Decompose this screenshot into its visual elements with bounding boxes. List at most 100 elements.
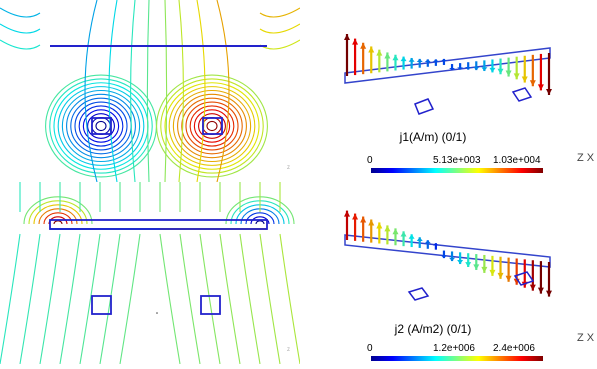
current-arrowhead bbox=[360, 42, 367, 49]
lower-plate bbox=[49, 219, 268, 230]
field-line-edge bbox=[259, 39, 301, 50]
edge-contour-left bbox=[43, 212, 73, 225]
current-arrowhead bbox=[392, 54, 399, 61]
vertical-field-line bbox=[59, 233, 81, 365]
j2-axis-triad: Z X bbox=[577, 332, 595, 344]
contour-line-left bbox=[95, 120, 107, 132]
current-arrowhead bbox=[344, 34, 350, 40]
current-arrowhead bbox=[408, 57, 415, 62]
field-line bbox=[196, 0, 206, 183]
edge-contour-left bbox=[28, 200, 88, 225]
edge-contour-left bbox=[23, 196, 93, 225]
current-arrowhead bbox=[457, 67, 464, 70]
contour-line-left bbox=[57, 86, 145, 166]
j2-colorbar bbox=[371, 356, 543, 361]
j2-colorbar-min: 0 bbox=[367, 343, 373, 354]
current-arrowhead bbox=[497, 68, 504, 75]
contour-line-right bbox=[202, 116, 222, 136]
vertical-field-line bbox=[219, 233, 241, 365]
contour-line-right bbox=[198, 113, 226, 139]
vertical-field-line bbox=[199, 233, 221, 365]
current-arrowhead bbox=[473, 264, 480, 270]
current-arrowhead bbox=[384, 225, 391, 232]
contour-line-right bbox=[164, 82, 260, 170]
field-line bbox=[164, 0, 168, 183]
j1-arrow-field bbox=[344, 34, 552, 95]
contour-line-left bbox=[53, 82, 149, 170]
j1-colorbar bbox=[371, 168, 543, 173]
field-line bbox=[130, 0, 136, 183]
current-arrowhead bbox=[505, 275, 512, 282]
current-arrowhead bbox=[400, 231, 407, 237]
current-arrowhead bbox=[489, 269, 496, 276]
field-line bbox=[216, 0, 230, 183]
vertical-field-line bbox=[259, 233, 281, 365]
contour-line-right bbox=[168, 86, 256, 166]
current-arrowhead bbox=[529, 284, 536, 291]
field-line-edge bbox=[0, 23, 41, 34]
field-contour-plot-bottom: z bbox=[0, 182, 301, 365]
current-arrowhead bbox=[481, 266, 488, 273]
left-conductor-square-bottom bbox=[91, 295, 112, 315]
contour-line-right bbox=[181, 97, 243, 155]
contour-line-right bbox=[185, 101, 239, 151]
current-arrowhead bbox=[465, 67, 472, 70]
contour-line-right bbox=[160, 78, 264, 174]
left-conductor-square bbox=[91, 117, 112, 135]
contour-line-left bbox=[91, 116, 111, 136]
vertical-field-line bbox=[19, 233, 41, 365]
j1-left-coil bbox=[414, 98, 435, 115]
current-arrowhead bbox=[521, 76, 528, 83]
current-arrowhead bbox=[416, 237, 423, 241]
field-line-edge bbox=[259, 23, 301, 34]
field-line-edge bbox=[0, 39, 41, 50]
vertical-field-line bbox=[0, 233, 21, 365]
current-arrowhead bbox=[440, 58, 447, 62]
contour-line-right bbox=[206, 120, 218, 132]
current-arrowhead bbox=[440, 255, 447, 259]
j2-colorbar-mid: 1.2e+006 bbox=[433, 343, 475, 354]
j1-vector-view: j1(A/m) (0/1) 0 5.13e+003 1.03e+004 Z X bbox=[325, 0, 597, 182]
field-line bbox=[84, 0, 98, 183]
current-arrowhead bbox=[537, 287, 544, 294]
axis-glyph-bottom-left: z bbox=[287, 347, 290, 353]
right-conductor-square bbox=[202, 117, 223, 135]
contour-line-left bbox=[70, 97, 132, 155]
contour-line-left bbox=[87, 113, 115, 139]
current-arrowhead bbox=[505, 70, 512, 77]
current-arrowhead bbox=[457, 259, 464, 265]
edge-contour-right bbox=[245, 212, 275, 225]
vertical-field-line bbox=[119, 233, 141, 365]
current-arrowhead bbox=[465, 262, 472, 267]
field-line-edge bbox=[0, 7, 41, 18]
center-dot bbox=[156, 312, 158, 314]
current-arrowhead bbox=[376, 49, 383, 56]
contour-line-left bbox=[82, 109, 120, 143]
current-arrowhead bbox=[497, 272, 504, 279]
current-arrowhead bbox=[376, 222, 383, 229]
edge-contour-right bbox=[250, 216, 270, 225]
current-arrowhead bbox=[546, 89, 552, 95]
contour-line-right bbox=[172, 89, 252, 163]
j2-right-coil bbox=[513, 271, 535, 286]
edge-contour-left bbox=[53, 220, 63, 225]
current-arrowhead bbox=[352, 38, 359, 45]
contour-line-left bbox=[78, 105, 124, 147]
j1-colorbar-min: 0 bbox=[367, 155, 373, 166]
j1-colorbar-mid: 5.13e+003 bbox=[433, 155, 481, 166]
edge-contour-left bbox=[38, 208, 78, 225]
current-arrowhead bbox=[537, 84, 544, 91]
contour-line-left bbox=[74, 101, 128, 151]
edge-contour-right bbox=[255, 220, 265, 225]
j1-axis-triad: Z X bbox=[577, 152, 595, 164]
j2-vector-svg bbox=[344, 210, 552, 301]
contour-line-left bbox=[61, 89, 141, 163]
field-line bbox=[146, 0, 150, 183]
contour-line-right bbox=[193, 109, 231, 143]
current-arrowhead bbox=[416, 58, 423, 62]
current-arrowhead bbox=[489, 67, 496, 73]
current-arrowhead bbox=[449, 257, 456, 262]
current-arrowhead bbox=[384, 52, 391, 59]
edge-contour-left bbox=[33, 204, 83, 225]
j1-vector-svg bbox=[344, 34, 552, 115]
